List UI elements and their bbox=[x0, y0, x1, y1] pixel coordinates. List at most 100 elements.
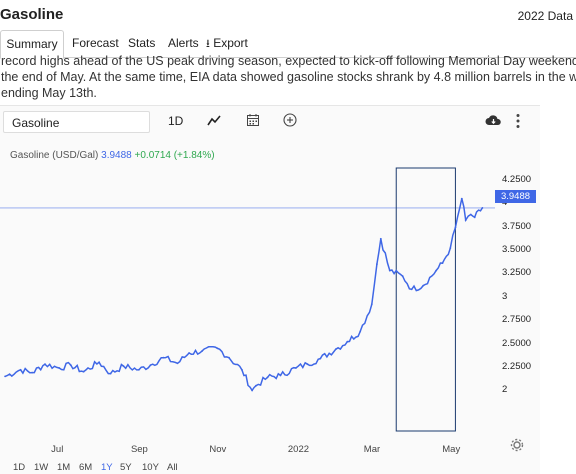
data-point bbox=[481, 207, 484, 209]
interval-selector[interactable]: 1D bbox=[168, 114, 184, 128]
y-tick-label: 3.5000 bbox=[502, 244, 532, 256]
line-chart-icon[interactable] bbox=[207, 115, 221, 127]
range-option-all[interactable]: All bbox=[167, 462, 178, 473]
range-option-1w[interactable]: 1W bbox=[34, 462, 49, 473]
x-tick-label: Mar bbox=[363, 444, 381, 455]
tab-bar: Summary Forecast Stats Alerts ⭳ Export bbox=[0, 30, 576, 59]
y-tick-label: 3.7500 bbox=[502, 220, 532, 232]
data-point bbox=[19, 368, 22, 371]
data-point bbox=[334, 348, 337, 351]
highlight-box bbox=[395, 167, 456, 432]
data-point bbox=[162, 356, 165, 359]
y-tick-label: 2 bbox=[502, 384, 508, 396]
price-chart: Gasoline 1D Gasoline (USD/Gal) 3.9488 +0… bbox=[0, 105, 540, 474]
tab-export[interactable]: ⭳ Export bbox=[206, 30, 248, 57]
data-point bbox=[370, 303, 373, 306]
data-point bbox=[109, 372, 112, 375]
x-tick-label: Nov bbox=[209, 444, 227, 455]
tab-export-label: Export bbox=[213, 36, 248, 50]
tab-alerts[interactable]: Alerts bbox=[168, 36, 199, 50]
y-tick-label: 2.2500 bbox=[502, 361, 532, 372]
date-range-label: 2022 Data bbox=[517, 9, 573, 23]
data-point bbox=[255, 384, 257, 387]
y-tick-label: 3.2500 bbox=[502, 267, 532, 279]
data-point bbox=[44, 363, 46, 366]
data-point bbox=[460, 197, 463, 200]
last-price-marker: 3.9488 bbox=[495, 190, 536, 203]
range-option-1m[interactable]: 1M bbox=[57, 462, 71, 473]
data-point bbox=[176, 362, 179, 365]
data-point bbox=[401, 275, 404, 278]
data-point bbox=[454, 226, 457, 229]
tab-summary[interactable]: Summary bbox=[0, 30, 64, 59]
data-point bbox=[306, 363, 309, 366]
data-point bbox=[422, 284, 425, 287]
data-point bbox=[376, 263, 378, 265]
range-option-6m[interactable]: 6M bbox=[79, 462, 93, 473]
data-point bbox=[82, 370, 85, 373]
data-point bbox=[216, 347, 219, 350]
x-tick-label: Jul bbox=[51, 444, 64, 455]
article-line: record highs ahead of the US peak drivin… bbox=[1, 54, 576, 68]
tab-stats[interactable]: Stats bbox=[128, 36, 156, 50]
article-line: the end of May. At the same time, EIA da… bbox=[1, 70, 576, 84]
add-circle-icon[interactable] bbox=[283, 113, 297, 127]
settings-gear-icon[interactable] bbox=[510, 438, 524, 452]
data-point bbox=[266, 376, 269, 379]
data-point bbox=[201, 350, 203, 352]
x-tick-label: Sep bbox=[130, 444, 148, 455]
download-icon: ⭳ bbox=[206, 38, 210, 50]
symbol-input[interactable]: Gasoline bbox=[3, 111, 150, 133]
data-point bbox=[31, 371, 34, 374]
data-point bbox=[464, 219, 467, 221]
data-point bbox=[449, 247, 452, 250]
data-point bbox=[4, 375, 6, 378]
calendar-icon[interactable] bbox=[246, 113, 260, 127]
data-point bbox=[279, 374, 282, 377]
x-tick-label: May bbox=[442, 444, 461, 455]
data-point bbox=[473, 216, 476, 219]
y-tick-label: 3 bbox=[502, 290, 508, 302]
data-point bbox=[379, 237, 382, 240]
tab-forecast[interactable]: Forecast bbox=[72, 36, 119, 50]
data-point bbox=[469, 213, 472, 216]
series-line bbox=[4, 198, 484, 392]
data-point bbox=[410, 288, 413, 291]
x-tick-label: 2022 bbox=[287, 444, 310, 455]
data-point bbox=[188, 352, 191, 354]
data-point bbox=[149, 364, 152, 366]
data-point bbox=[441, 262, 444, 264]
data-point bbox=[359, 330, 362, 333]
tab-divider bbox=[0, 57, 576, 58]
data-point bbox=[319, 357, 322, 360]
data-point bbox=[241, 368, 243, 371]
data-point bbox=[122, 365, 125, 367]
download-cloud-icon[interactable] bbox=[485, 114, 502, 127]
plot-area bbox=[0, 167, 495, 432]
article-text: record highs ahead of the US peak drivin… bbox=[1, 53, 576, 101]
data-point bbox=[251, 389, 254, 392]
data-point bbox=[388, 269, 391, 272]
more-vertical-icon[interactable] bbox=[515, 113, 521, 129]
data-point bbox=[435, 269, 437, 272]
y-tick-label: 2.7500 bbox=[502, 314, 532, 326]
data-point bbox=[58, 367, 61, 369]
series-points bbox=[4, 197, 484, 392]
range-option-1d[interactable]: 1D bbox=[13, 462, 26, 473]
legend-series-name: Gasoline (USD/Gal) bbox=[10, 150, 99, 161]
range-option-1y[interactable]: 1Y bbox=[101, 462, 113, 473]
chart-legend: Gasoline (USD/Gal) 3.9488 +0.0714 (+1.84… bbox=[10, 150, 215, 161]
legend-price: 3.9488 bbox=[101, 150, 132, 161]
data-point bbox=[98, 361, 100, 364]
article-line: ending May 13th. bbox=[1, 86, 97, 100]
page-title: Gasoline bbox=[0, 6, 64, 23]
data-point bbox=[295, 367, 297, 369]
data-point bbox=[138, 368, 140, 371]
y-tick-label: 2.5000 bbox=[502, 337, 532, 349]
range-option-10y[interactable]: 10Y bbox=[142, 462, 159, 473]
data-point bbox=[346, 340, 349, 343]
range-option-5y[interactable]: 5Y bbox=[120, 462, 132, 473]
data-point bbox=[228, 356, 230, 359]
y-tick-label: 4.2500 bbox=[502, 173, 532, 185]
data-point bbox=[69, 364, 72, 366]
